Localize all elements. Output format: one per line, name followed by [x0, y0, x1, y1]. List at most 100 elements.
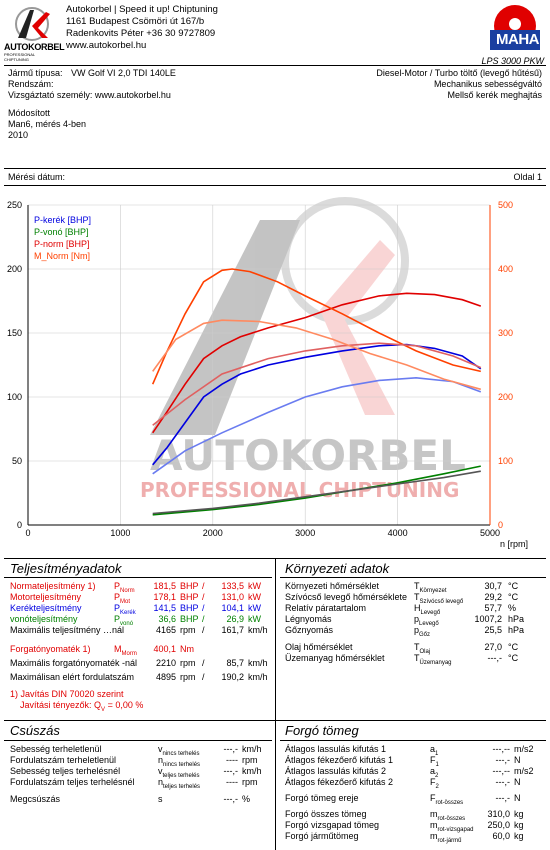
- mass-unit: m/s2: [514, 744, 534, 754]
- symbol-subscript: Levegő: [420, 609, 441, 616]
- divider: [4, 577, 272, 578]
- slip-unit: km/h: [242, 766, 262, 776]
- y-left-tick-label: 250: [7, 200, 22, 210]
- env-value: 27,0: [484, 642, 502, 652]
- perf-unit2: km/h: [248, 625, 268, 635]
- contact-line: Autokorbel | Speed it up! Chiptuning: [66, 4, 218, 15]
- symbol: nteljes terhelés: [158, 777, 201, 790]
- mass-value: ---,-: [495, 777, 511, 787]
- series-line: [152, 376, 482, 475]
- env-label: Relatív páratartalom: [285, 603, 367, 613]
- perf-value2: 131,0: [221, 592, 244, 602]
- env-label: Légnyomás: [285, 614, 332, 624]
- perf-unit: rpm: [180, 625, 196, 635]
- perf-sep: /: [202, 614, 205, 624]
- x-tick-label: 2000: [203, 528, 223, 538]
- symbol-subscript: 1: [435, 761, 439, 768]
- gearbox-type: Mechanikus sebességváltó: [433, 79, 542, 89]
- measure-date-label: Mérési dátum:: [8, 172, 66, 182]
- symbol: mrot-jármű: [430, 831, 462, 844]
- symbol: a2: [430, 766, 439, 779]
- engine-info: Diesel-Motor / Turbo töltő (levegő hűtés…: [376, 68, 542, 101]
- perf-unit2: kW: [248, 614, 261, 624]
- slip-value: ----: [226, 755, 238, 765]
- chart-legend: P-kerék [BHP] P-vonó [BHP] P-norm [BHP] M_N…: [34, 215, 91, 261]
- series-line: [152, 470, 481, 515]
- symbol: vnincs terhelés: [158, 744, 200, 757]
- torque-unit2: km/h: [248, 658, 268, 668]
- env-unit: °C: [508, 653, 519, 663]
- perf-unit: BHP: [180, 603, 199, 613]
- symbol: F1: [430, 755, 439, 768]
- slip-title: Csúszás: [10, 723, 60, 738]
- perf-unit: BHP: [180, 581, 199, 591]
- torque-unit: Nm: [180, 644, 194, 654]
- column-divider: [275, 558, 276, 850]
- x-axis-label: n [rpm]: [500, 539, 528, 549]
- x-tick-label: 0: [25, 528, 30, 538]
- perf-unit2: kW: [248, 592, 261, 602]
- symbol-subscript: 2: [435, 783, 439, 790]
- torque-unit: rpm: [180, 672, 196, 682]
- x-tick-label: 1000: [110, 528, 130, 538]
- mass-unit: kg: [514, 820, 524, 830]
- logo-text: AUTOKORBEL: [4, 42, 65, 52]
- mass-label: Forgó járműtömeg: [285, 831, 359, 841]
- vehicle-info: Jármű típusa: VW Golf VI 2,0 TDI 140LE R…: [8, 68, 176, 101]
- series-line: [151, 268, 481, 385]
- engine-type: Diesel-Motor / Turbo töltő (levegő hűtés…: [376, 68, 542, 78]
- env-unit: °C: [508, 592, 519, 602]
- env-unit: hPa: [508, 625, 525, 635]
- mass-value: ---,--: [492, 766, 511, 776]
- perf-unit: BHP: [180, 592, 199, 602]
- mass-unit: kg: [514, 831, 524, 841]
- chart-axes: 0 1000 2000 3000 4000 50000501001502002500100…: [7, 200, 528, 549]
- perf-sep: /: [202, 625, 205, 635]
- symbol: F2: [430, 777, 439, 790]
- env-unit: °C: [508, 642, 519, 652]
- legend-entry: P-vonó [BHP]: [34, 227, 89, 237]
- perf-value2: 133,5: [221, 581, 244, 591]
- notes: Módosított Man6, mérés 4-ben 2010: [8, 108, 86, 141]
- slip-label: Megcsúszás: [10, 794, 61, 804]
- autokorbel-logo: AUTOKORBEL PROFESSIONAL CHIPTUNING: [4, 4, 65, 62]
- divider: [4, 740, 272, 741]
- torque-value: 2210: [155, 658, 176, 668]
- correction-note: Javítási tényezők: QV = 0,00 %: [20, 700, 144, 713]
- symbol-subscript: vonó: [120, 620, 134, 627]
- symbol: s: [158, 794, 163, 804]
- env-value: 25,5: [484, 625, 502, 635]
- slip-value: ---,-: [223, 766, 239, 776]
- symbol-subscript: Levegő: [419, 620, 439, 627]
- plate-label: Rendszám:: [8, 79, 54, 89]
- slip-unit: rpm: [242, 777, 258, 787]
- slip-unit: km/h: [242, 744, 262, 754]
- symbol: Frot-összes: [430, 793, 464, 806]
- mass-label: Átlagos lassulás kifutás 2: [285, 766, 387, 776]
- x-tick-label: 3000: [295, 528, 315, 538]
- mass-label: Átlagos fékezőerő kifutás 1: [285, 755, 394, 765]
- dyno-chart-svg: AUTOKORBEL PROFESSIONAL CHIPTUNING 0 1000…: [7, 197, 528, 549]
- slip-unit: %: [242, 794, 251, 804]
- perf-value: 178,1: [153, 592, 176, 602]
- slip-value: ---,-: [223, 794, 239, 804]
- divider: [4, 185, 546, 186]
- symbol-subscript: Morm: [121, 650, 137, 657]
- mass-unit: N: [514, 793, 521, 803]
- symbol-subscript: 1: [435, 750, 439, 757]
- divider: [4, 168, 546, 169]
- mass-title: Forgó tömeg: [285, 723, 359, 738]
- symbol: vteljes terhelés: [158, 766, 200, 779]
- x-tick-label: 4000: [388, 528, 408, 538]
- y-left-tick-label: 0: [17, 520, 22, 530]
- drive-type: Mellső kerék meghajtás: [447, 90, 542, 100]
- slip-label: Fordulatszám teljes terhelésnél: [10, 777, 135, 787]
- perf-value: 4165: [155, 625, 176, 635]
- y-right-tick-label: 200: [498, 392, 513, 402]
- maha-logo-text: MAHA: [496, 31, 540, 48]
- symbol: a1: [430, 744, 439, 757]
- env-label: Olaj hőmérséklet: [285, 642, 353, 652]
- symbol-subscript: Norm: [120, 587, 135, 594]
- slip-value: ----: [226, 777, 238, 787]
- y-right-tick-label: 100: [498, 456, 513, 466]
